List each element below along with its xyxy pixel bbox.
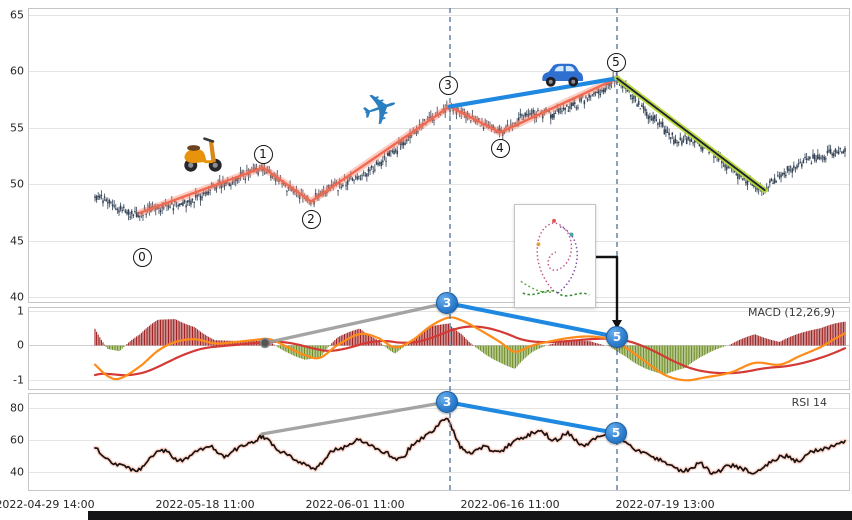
bottom-bar [88,511,852,520]
